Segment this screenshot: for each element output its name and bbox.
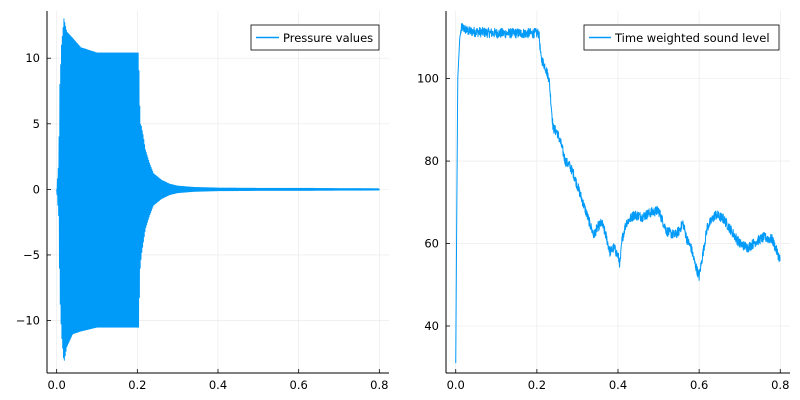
pressure-subplot: 0.0 0.2 0.4 0.6 0.8 −10 −5 0 5 10 Pressure value… (16, 11, 389, 392)
sound-level-legend-label: Time weighted sound level (614, 31, 770, 45)
sound-level-y-tick-label: 60 (424, 237, 439, 251)
pressure-series-line (56, 18, 380, 361)
sound-level-series-line (455, 23, 781, 364)
pressure-y-tick-label: 10 (25, 51, 40, 65)
pressure-y-tick-label: −10 (16, 314, 40, 328)
pressure-x-ticks: 0.0 0.2 0.4 0.6 0.8 (48, 369, 388, 392)
sound-level-y-tick-label: 100 (417, 72, 439, 86)
sound-level-x-tick-label: 0.2 (528, 378, 546, 392)
sound-level-series-group (455, 23, 781, 364)
pressure-y-tick-label: 5 (33, 117, 40, 131)
pressure-legend: Pressure values (250, 24, 380, 51)
sound-level-y-tick-label: 80 (424, 154, 439, 168)
pressure-x-tick-label: 0.2 (128, 378, 146, 392)
sound-level-legend: Time weighted sound level (583, 24, 780, 51)
pressure-x-tick-label: 0.6 (290, 378, 308, 392)
pressure-y-tick-label: 0 (33, 182, 40, 196)
sound-level-legend-box (583, 24, 780, 51)
sound-level-x-tick-label: 0.6 (690, 378, 708, 392)
sound-level-y-tick-label: 40 (424, 319, 439, 333)
pressure-y-ticks: −10 −5 0 5 10 (16, 51, 51, 328)
sound-level-x-ticks: 0.0 0.2 0.4 0.6 0.8 (447, 369, 789, 392)
sound-level-x-tick-label: 0.4 (609, 378, 627, 392)
pressure-legend-label: Pressure values (283, 31, 373, 45)
pressure-x-tick-label: 0.8 (370, 378, 388, 392)
pressure-y-tick-label: −5 (23, 248, 40, 262)
pressure-x-tick-label: 0.4 (209, 378, 227, 392)
sound-level-x-tick-label: 0.0 (447, 378, 465, 392)
pressure-series-group (56, 18, 380, 361)
sound-level-subplot: 0.0 0.2 0.4 0.6 0.8 40 60 80 100 Time weighted … (417, 11, 790, 392)
sound-level-x-tick-label: 0.8 (771, 378, 789, 392)
sound-level-y-ticks: 40 60 80 100 (417, 72, 450, 333)
pressure-x-tick-label: 0.0 (48, 378, 66, 392)
